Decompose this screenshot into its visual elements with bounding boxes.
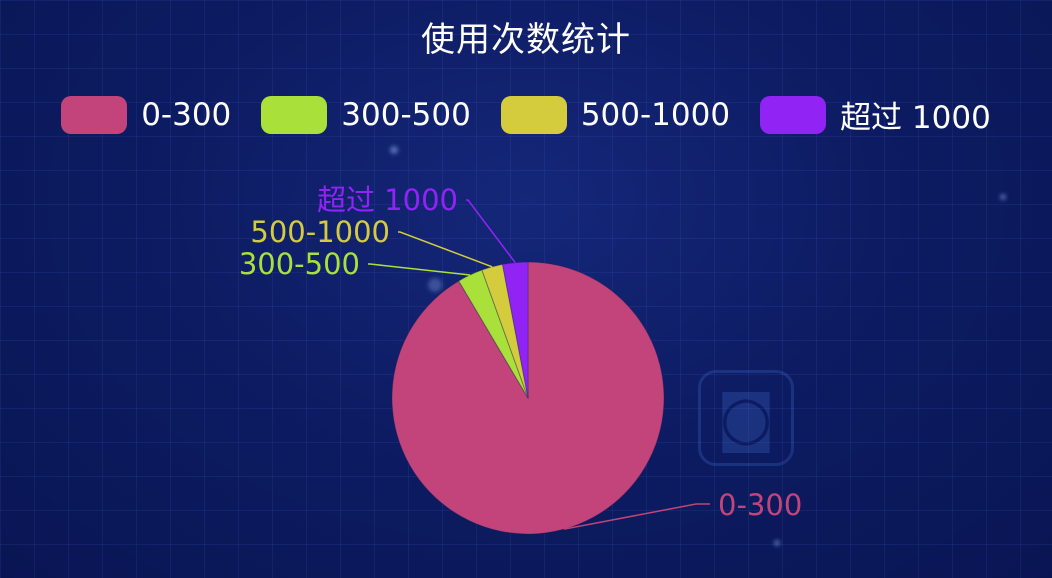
pie-slice-label: 0-300 — [718, 488, 802, 522]
pie-leader-line — [398, 231, 493, 268]
legend-label: 超过 1000 — [840, 100, 991, 136]
legend-swatch — [760, 95, 827, 134]
pie-leader-line — [563, 503, 710, 530]
legend-item-0-300[interactable]: 0-300 — [61, 95, 232, 134]
chart-title: 使用次数统计 — [421, 20, 631, 60]
pie-slice-label: 超过 1000 — [317, 183, 458, 217]
pie-slice[interactable] — [391, 261, 665, 535]
pie-leader-line — [368, 263, 471, 276]
legend: 0-300 300-500 500-1000 超过 1000 — [0, 92, 1052, 137]
legend-swatch — [261, 95, 328, 134]
legend-swatch — [61, 95, 128, 134]
legend-item-over-1000[interactable]: 超过 1000 — [760, 92, 991, 137]
pie-slice[interactable] — [481, 263, 529, 399]
watermark-icon: ◙ — [698, 370, 794, 466]
background-glow-dot — [774, 540, 780, 546]
pie-slice-label: 500-1000 — [250, 215, 390, 249]
legend-item-300-500[interactable]: 300-500 — [261, 95, 471, 134]
pie-slice-label: 300-500 — [239, 247, 360, 281]
legend-label: 500-1000 — [580, 96, 731, 133]
legend-label: 0-300 — [141, 96, 232, 133]
pie-slices — [391, 261, 665, 535]
legend-item-500-1000[interactable]: 500-1000 — [500, 95, 731, 134]
legend-label: 300-500 — [341, 96, 471, 133]
legend-swatch — [500, 95, 567, 134]
background-glow-dot — [1000, 194, 1006, 200]
background-glow-dot — [428, 278, 442, 292]
background-glow-dot — [390, 146, 398, 154]
pie-leader-line — [466, 199, 516, 264]
